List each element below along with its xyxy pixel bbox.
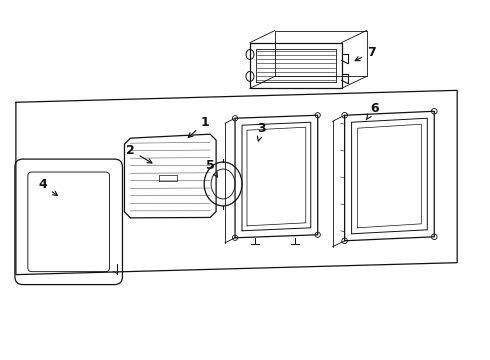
Text: 7: 7 [355, 46, 376, 60]
Text: 5: 5 [206, 158, 218, 177]
Text: 1: 1 [188, 116, 210, 138]
Text: 2: 2 [126, 144, 152, 163]
Text: 6: 6 [366, 102, 379, 120]
Text: 3: 3 [257, 122, 266, 141]
Text: 4: 4 [38, 179, 57, 195]
